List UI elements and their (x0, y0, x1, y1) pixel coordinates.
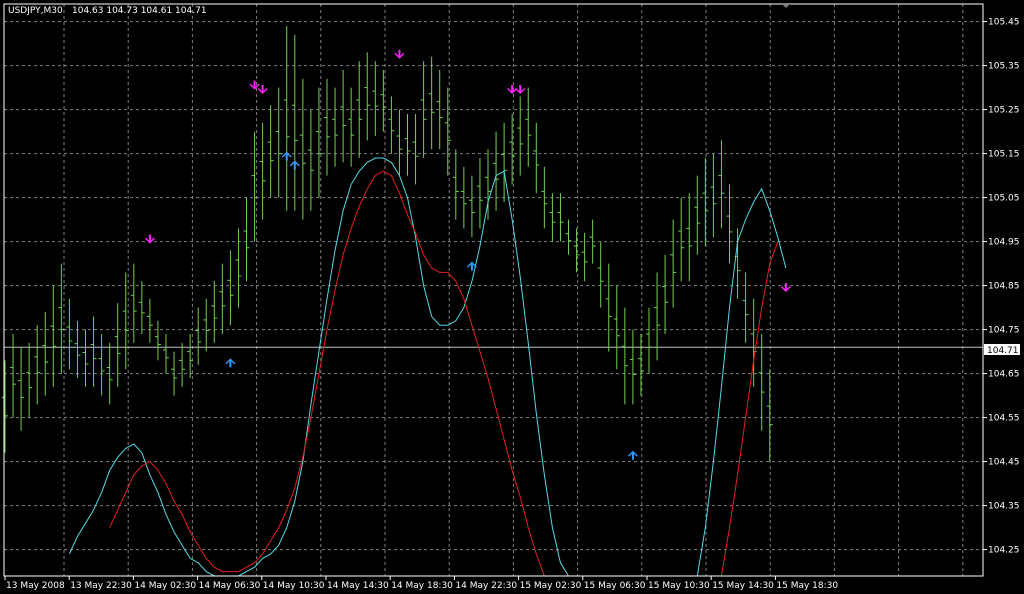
y-tick-label: 105.35 (988, 62, 1020, 72)
y-tick-label: 104.75 (988, 326, 1020, 336)
buy-arrow-icon (627, 450, 638, 460)
buy-arrow-icon (289, 160, 300, 170)
y-tick-label: 104.95 (988, 238, 1020, 248)
sell-arrow-icon (780, 283, 791, 292)
y-tick-label: 105.05 (988, 194, 1020, 204)
x-tick-label: 13 May 22:30 (70, 581, 132, 591)
buy-arrow-icon (225, 358, 236, 368)
sell-arrow-icon (249, 80, 260, 90)
x-tick-label: 15 May 18:30 (776, 581, 838, 591)
time-axis: 13 May 2008 13 May 22:30 14 May 02:30 14 Ma… (4, 576, 838, 591)
buy-arrow-icon (281, 151, 292, 161)
x-tick-label: 15 May 06:30 (584, 581, 646, 591)
x-tick-label: 14 May 22:30 (455, 581, 517, 591)
y-tick-label: 104.85 (988, 282, 1020, 292)
indicator-group (68, 157, 787, 576)
x-tick-label: 14 May 02:30 (134, 581, 196, 591)
y-tick-label: 105.25 (988, 106, 1020, 116)
y-tick-label: 104.25 (988, 546, 1020, 556)
sell-arrow-icon (394, 49, 405, 59)
cyan-indicator-line-2 (696, 187, 787, 576)
symbol-title: USDJPY,M30 (8, 6, 63, 16)
x-tick-label: 15 May 02:30 (520, 581, 582, 591)
x-tick-label: 14 May 06:30 (199, 581, 261, 591)
grid-lines (4, 4, 983, 576)
plot-frame (3, 3, 984, 577)
current-price-text: 104.71 (987, 346, 1019, 356)
current-price-label: 104.71 (984, 344, 1020, 356)
price-bars (2, 26, 773, 462)
signal-arrows (144, 49, 791, 460)
price-axis: 105.45 105.35 105.25 105.15 105.05 104.95 104.… (983, 18, 1020, 556)
x-tick-label: 15 May 14:30 (712, 581, 774, 591)
red-indicator-line (109, 170, 545, 576)
x-tick-label: 14 May 10:30 (263, 581, 325, 591)
indicator-lines (68, 157, 787, 576)
sell-arrow-icon (507, 85, 518, 94)
x-tick-label: 14 May 18:30 (391, 581, 453, 591)
y-tick-label: 105.45 (988, 18, 1020, 28)
y-tick-label: 105.15 (988, 150, 1020, 160)
x-tick-label: 14 May 14:30 (327, 581, 389, 591)
cyan-indicator-line (68, 157, 569, 576)
sell-arrow-icon (144, 234, 155, 244)
chart-shift-marker-icon[interactable] (782, 4, 790, 8)
ohlc-readout: 104.63 104.73 104.61 104.71 (72, 6, 207, 16)
y-tick-label: 104.65 (988, 370, 1020, 380)
current-price-box (984, 344, 1020, 355)
sell-arrow-icon (515, 85, 526, 94)
buy-arrow-icon (466, 261, 477, 271)
y-tick-label: 104.35 (988, 502, 1020, 512)
red-indicator-line-2 (720, 241, 779, 576)
x-tick-label: 13 May 2008 (6, 581, 65, 591)
y-tick-label: 104.55 (988, 414, 1020, 424)
y-tick-label: 104.45 (988, 458, 1020, 468)
sell-arrow-icon (257, 85, 268, 94)
x-tick-label: 15 May 10:30 (648, 581, 710, 591)
